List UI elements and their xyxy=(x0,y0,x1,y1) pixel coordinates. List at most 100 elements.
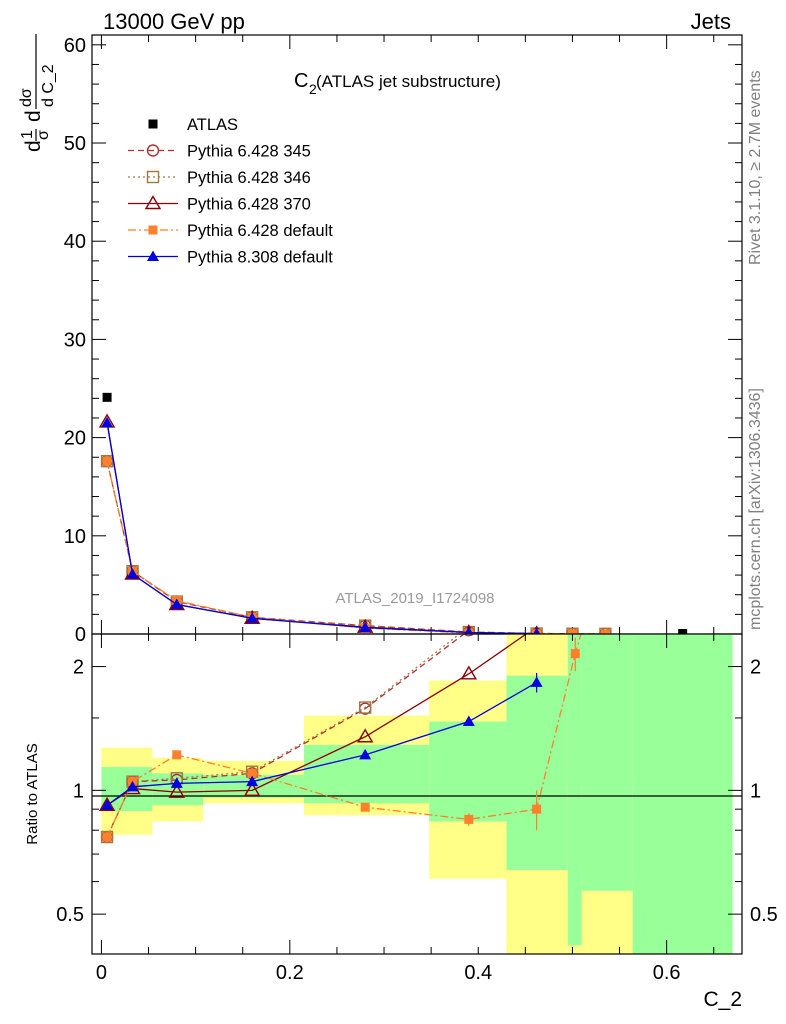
ratio-point-py346 xyxy=(100,830,114,844)
ratio-y-axis-label: Ratio to ATLAS xyxy=(24,743,41,844)
header-right-label: Jets xyxy=(691,9,731,34)
main-point-py346 xyxy=(100,454,114,468)
ratio-y-tick-label-right: 1 xyxy=(750,780,761,802)
ratio-y-tick-label: 2 xyxy=(73,657,84,679)
ratio-point-pydef xyxy=(532,804,542,814)
main-point-pydef xyxy=(600,629,610,634)
main-point-py8 xyxy=(359,621,372,633)
ratio-y-tick-label-right: 0.5 xyxy=(750,904,778,926)
ratio-panel-frame xyxy=(91,633,743,955)
main-y-tick-label: 60 xyxy=(64,35,86,57)
ratio-uncertainty-bands xyxy=(101,634,733,954)
svg-text:d: d xyxy=(22,140,45,152)
analysis-watermark: ATLAS_2019_I1724098 xyxy=(335,590,494,607)
main-point-atlas xyxy=(102,392,112,402)
svg-text:σ: σ xyxy=(35,130,52,140)
x-tick-label: 0 xyxy=(96,962,107,984)
ratio-band-green xyxy=(581,634,633,891)
legend-label-py346: Pythia 6.428 346 xyxy=(187,169,311,187)
legend-label-py370: Pythia 6.428 370 xyxy=(187,196,311,214)
ratio-band-green xyxy=(429,721,507,822)
legend-label-pydef: Pythia 6.428 default xyxy=(187,222,333,240)
ratio-point-py346 xyxy=(358,701,372,714)
chart-title-sub: 2 xyxy=(309,81,317,97)
svg-text:1: 1 xyxy=(19,130,36,139)
main-point-py8 xyxy=(464,626,474,634)
ratio-point-py370 xyxy=(98,796,116,811)
chart-title-rest: (ATLAS jet substructure) xyxy=(316,72,501,91)
main-y-tick-label: 10 xyxy=(64,526,86,548)
ratio-y-ticks: 0.5 0.5 1 1 2 2 xyxy=(56,657,778,927)
ratio-band-yellow xyxy=(581,890,633,954)
legend-label-py8: Pythia 8.308 default xyxy=(187,249,333,267)
ratio-point-py370 xyxy=(243,781,261,797)
x-tick-label: 0.6 xyxy=(653,962,681,984)
legend-marker-py346 xyxy=(146,170,160,184)
main-y-tick-label: 40 xyxy=(64,231,86,253)
main-point-py8 xyxy=(170,598,183,610)
ratio-point-pydef xyxy=(570,649,580,659)
main-point-py8 xyxy=(246,612,259,623)
ratio-point-py8 xyxy=(462,715,475,727)
ratio-point-pydef xyxy=(172,750,182,760)
main-y-tick-label: 0 xyxy=(75,624,86,646)
ratio-band-green xyxy=(567,634,582,946)
main-y-tick-label: 30 xyxy=(64,329,86,351)
legend-marker-pydef xyxy=(148,225,158,235)
ratio-y-tick-label-right: 2 xyxy=(750,657,761,679)
main-point-pydef xyxy=(102,456,112,466)
main-point-atlas xyxy=(678,629,688,634)
ratio-point-py345 xyxy=(531,537,542,548)
legend-marker-atlas xyxy=(148,119,158,129)
main-y-tick-label: 50 xyxy=(64,133,86,155)
ratio-point-py346 xyxy=(531,537,542,548)
ratio-point-pydef xyxy=(102,832,112,842)
svg-text:d: d xyxy=(22,110,45,122)
ratio-y-tick-label: 1 xyxy=(73,780,84,802)
main-plot-data xyxy=(98,392,688,634)
legend-label-py345: Pythia 6.428 345 xyxy=(187,143,311,161)
ratio-point-py370 xyxy=(460,665,478,680)
main-point-py8 xyxy=(101,416,114,428)
x-tick-label: 0.4 xyxy=(464,962,492,984)
main-point-pydef xyxy=(567,629,577,634)
main-point-py8 xyxy=(533,627,541,634)
header-left-label: 13000 GeV pp xyxy=(103,9,245,34)
legend-marker-py8 xyxy=(147,250,159,261)
rivet-label: Rivet 3.1.10, ≥ 2.7M events xyxy=(747,70,764,265)
ratio-point-pydef xyxy=(247,768,257,778)
ratio-x-ticks: 0 0.2 0.4 0.6 xyxy=(96,634,715,984)
ratio-point-py8 xyxy=(126,780,139,792)
ratio-point-pydef xyxy=(464,814,474,824)
chart-title-main: C xyxy=(294,70,308,92)
ratio-point-py8 xyxy=(101,799,114,810)
chart-title: C 2 (ATLAS jet substructure) xyxy=(294,70,501,97)
ratio-point-pydef xyxy=(596,562,605,571)
svg-text:dσ: dσ xyxy=(18,88,35,107)
main-x-ticks xyxy=(100,35,715,634)
legend: ATLAS Pythia 6.428 345 Pythia 6.428 346 Pyt… xyxy=(128,116,333,267)
legend-label-atlas: ATLAS xyxy=(187,116,238,134)
main-y-ticks: 0 10 20 30 40 50 60 xyxy=(64,35,742,646)
ratio-point-py8 xyxy=(359,748,372,760)
main-y-axis-label: d 1 σ d dσ d C_2 xyxy=(18,34,57,152)
main-y-tick-label: 20 xyxy=(64,428,86,450)
ratio-band-green xyxy=(632,634,733,954)
ratio-y-tick-label: 0.5 xyxy=(56,904,84,926)
ratio-point-py345 xyxy=(463,634,474,637)
x-axis-label: C_2 xyxy=(703,988,742,1011)
ratio-point-py8 xyxy=(246,775,259,787)
legend-marker-py370 xyxy=(144,195,162,210)
mcplots-label: mcplots.cern.ch [arXiv:1306.3436] xyxy=(747,388,764,630)
svg-text:d C_2: d C_2 xyxy=(40,64,57,107)
ratio-point-py8 xyxy=(530,676,543,687)
ratio-point-py8 xyxy=(170,777,183,788)
ratio-band-green xyxy=(506,675,568,871)
main-point-py8 xyxy=(126,568,139,579)
ratio-plot-data xyxy=(98,537,605,844)
legend-marker-py345 xyxy=(146,144,160,157)
ratio-point-py370 xyxy=(356,728,374,743)
ratio-point-pydef xyxy=(360,802,370,812)
x-tick-label: 0.2 xyxy=(276,962,304,984)
